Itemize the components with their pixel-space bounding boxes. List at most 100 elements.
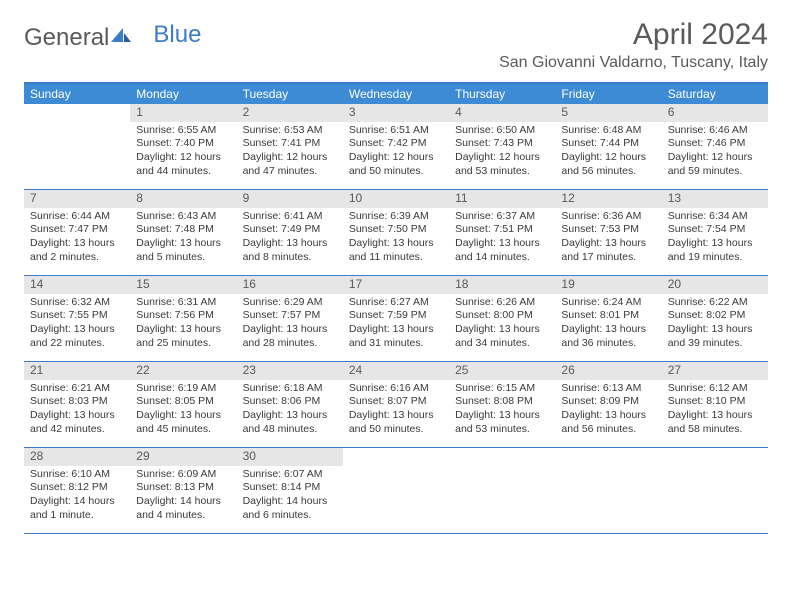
- day-cell: 10Sunrise: 6:39 AMSunset: 7:50 PMDayligh…: [343, 190, 449, 275]
- day-details: Sunrise: 6:55 AMSunset: 7:40 PMDaylight:…: [130, 122, 236, 183]
- sunset-line: Sunset: 8:09 PM: [561, 395, 655, 409]
- sunset-line: Sunset: 8:05 PM: [136, 395, 230, 409]
- day-details: Sunrise: 6:19 AMSunset: 8:05 PMDaylight:…: [130, 380, 236, 441]
- sunrise-line: Sunrise: 6:10 AM: [30, 468, 124, 482]
- day-cell: 11Sunrise: 6:37 AMSunset: 7:51 PMDayligh…: [449, 190, 555, 275]
- weekday-header: Saturday: [662, 84, 768, 104]
- empty-day-cell: [24, 104, 130, 189]
- day-details: Sunrise: 6:18 AMSunset: 8:06 PMDaylight:…: [237, 380, 343, 441]
- day-details: Sunrise: 6:36 AMSunset: 7:53 PMDaylight:…: [555, 208, 661, 269]
- day-details: Sunrise: 6:15 AMSunset: 8:08 PMDaylight:…: [449, 380, 555, 441]
- title-block: April 2024 San Giovanni Valdarno, Tuscan…: [499, 18, 768, 72]
- sunrise-line: Sunrise: 6:24 AM: [561, 296, 655, 310]
- day-cell: 22Sunrise: 6:19 AMSunset: 8:05 PMDayligh…: [130, 362, 236, 447]
- sunrise-line: Sunrise: 6:46 AM: [668, 124, 762, 138]
- sunrise-line: Sunrise: 6:31 AM: [136, 296, 230, 310]
- sunrise-line: Sunrise: 6:27 AM: [349, 296, 443, 310]
- sunset-line: Sunset: 7:43 PM: [455, 137, 549, 151]
- daylight-line: Daylight: 12 hours and 47 minutes.: [243, 151, 337, 178]
- sunset-line: Sunset: 7:57 PM: [243, 309, 337, 323]
- sunrise-line: Sunrise: 6:12 AM: [668, 382, 762, 396]
- sunrise-line: Sunrise: 6:15 AM: [455, 382, 549, 396]
- day-details: Sunrise: 6:21 AMSunset: 8:03 PMDaylight:…: [24, 380, 130, 441]
- day-cell: 26Sunrise: 6:13 AMSunset: 8:09 PMDayligh…: [555, 362, 661, 447]
- daylight-line: Daylight: 13 hours and 45 minutes.: [136, 409, 230, 436]
- day-number: 17: [343, 276, 449, 294]
- day-number: 30: [237, 448, 343, 466]
- daylight-line: Daylight: 13 hours and 48 minutes.: [243, 409, 337, 436]
- empty-day-cell: [343, 448, 449, 533]
- day-number: 13: [662, 190, 768, 208]
- daylight-line: Daylight: 13 hours and 42 minutes.: [30, 409, 124, 436]
- sunset-line: Sunset: 8:08 PM: [455, 395, 549, 409]
- sunset-line: Sunset: 7:46 PM: [668, 137, 762, 151]
- month-title: April 2024: [499, 18, 768, 52]
- day-number: 26: [555, 362, 661, 380]
- day-number: 10: [343, 190, 449, 208]
- daylight-line: Daylight: 12 hours and 59 minutes.: [668, 151, 762, 178]
- daylight-line: Daylight: 13 hours and 2 minutes.: [30, 237, 124, 264]
- day-cell: 27Sunrise: 6:12 AMSunset: 8:10 PMDayligh…: [662, 362, 768, 447]
- day-cell: 3Sunrise: 6:51 AMSunset: 7:42 PMDaylight…: [343, 104, 449, 189]
- daylight-line: Daylight: 13 hours and 31 minutes.: [349, 323, 443, 350]
- day-details: Sunrise: 6:16 AMSunset: 8:07 PMDaylight:…: [343, 380, 449, 441]
- sunset-line: Sunset: 7:53 PM: [561, 223, 655, 237]
- sunset-line: Sunset: 7:49 PM: [243, 223, 337, 237]
- daylight-line: Daylight: 14 hours and 6 minutes.: [243, 495, 337, 522]
- daylight-line: Daylight: 13 hours and 39 minutes.: [668, 323, 762, 350]
- day-cell: 19Sunrise: 6:24 AMSunset: 8:01 PMDayligh…: [555, 276, 661, 361]
- sunrise-line: Sunrise: 6:53 AM: [243, 124, 337, 138]
- header: General Blue April 2024 San Giovanni Val…: [24, 18, 768, 72]
- logo-sail-icon: [111, 26, 131, 47]
- day-cell: 5Sunrise: 6:48 AMSunset: 7:44 PMDaylight…: [555, 104, 661, 189]
- day-details: Sunrise: 6:31 AMSunset: 7:56 PMDaylight:…: [130, 294, 236, 355]
- sunrise-line: Sunrise: 6:32 AM: [30, 296, 124, 310]
- empty-day-cell: [662, 448, 768, 533]
- day-number: 18: [449, 276, 555, 294]
- day-number: 14: [24, 276, 130, 294]
- daylight-line: Daylight: 13 hours and 5 minutes.: [136, 237, 230, 264]
- daylight-line: Daylight: 12 hours and 44 minutes.: [136, 151, 230, 178]
- day-details: Sunrise: 6:43 AMSunset: 7:48 PMDaylight:…: [130, 208, 236, 269]
- day-details: Sunrise: 6:22 AMSunset: 8:02 PMDaylight:…: [662, 294, 768, 355]
- sunset-line: Sunset: 7:44 PM: [561, 137, 655, 151]
- daylight-line: Daylight: 13 hours and 25 minutes.: [136, 323, 230, 350]
- sunrise-line: Sunrise: 6:36 AM: [561, 210, 655, 224]
- day-cell: 18Sunrise: 6:26 AMSunset: 8:00 PMDayligh…: [449, 276, 555, 361]
- day-cell: 14Sunrise: 6:32 AMSunset: 7:55 PMDayligh…: [24, 276, 130, 361]
- weekday-header: Thursday: [449, 84, 555, 104]
- day-number: 12: [555, 190, 661, 208]
- logo-text-2: Blue: [131, 21, 201, 49]
- sunset-line: Sunset: 7:51 PM: [455, 223, 549, 237]
- day-cell: 29Sunrise: 6:09 AMSunset: 8:13 PMDayligh…: [130, 448, 236, 533]
- day-details: Sunrise: 6:46 AMSunset: 7:46 PMDaylight:…: [662, 122, 768, 183]
- sunset-line: Sunset: 7:42 PM: [349, 137, 443, 151]
- sunset-line: Sunset: 8:10 PM: [668, 395, 762, 409]
- sunrise-line: Sunrise: 6:09 AM: [136, 468, 230, 482]
- day-cell: 20Sunrise: 6:22 AMSunset: 8:02 PMDayligh…: [662, 276, 768, 361]
- weeks-container: 1Sunrise: 6:55 AMSunset: 7:40 PMDaylight…: [24, 104, 768, 534]
- daylight-line: Daylight: 12 hours and 56 minutes.: [561, 151, 655, 178]
- day-details: Sunrise: 6:24 AMSunset: 8:01 PMDaylight:…: [555, 294, 661, 355]
- sunset-line: Sunset: 8:07 PM: [349, 395, 443, 409]
- sunrise-line: Sunrise: 6:37 AM: [455, 210, 549, 224]
- day-number: 3: [343, 104, 449, 122]
- day-number: 22: [130, 362, 236, 380]
- day-details: Sunrise: 6:13 AMSunset: 8:09 PMDaylight:…: [555, 380, 661, 441]
- daylight-line: Daylight: 14 hours and 1 minute.: [30, 495, 124, 522]
- day-cell: 30Sunrise: 6:07 AMSunset: 8:14 PMDayligh…: [237, 448, 343, 533]
- week-row: 14Sunrise: 6:32 AMSunset: 7:55 PMDayligh…: [24, 276, 768, 362]
- daylight-line: Daylight: 14 hours and 4 minutes.: [136, 495, 230, 522]
- empty-day-cell: [449, 448, 555, 533]
- weekday-header-row: SundayMondayTuesdayWednesdayThursdayFrid…: [24, 84, 768, 104]
- day-cell: 15Sunrise: 6:31 AMSunset: 7:56 PMDayligh…: [130, 276, 236, 361]
- weekday-header: Wednesday: [343, 84, 449, 104]
- weekday-header: Sunday: [24, 84, 130, 104]
- day-number: 5: [555, 104, 661, 122]
- weekday-header: Monday: [130, 84, 236, 104]
- sunrise-line: Sunrise: 6:16 AM: [349, 382, 443, 396]
- logo-text-1: General: [24, 24, 109, 52]
- day-number: 15: [130, 276, 236, 294]
- sunrise-line: Sunrise: 6:13 AM: [561, 382, 655, 396]
- daylight-line: Daylight: 13 hours and 22 minutes.: [30, 323, 124, 350]
